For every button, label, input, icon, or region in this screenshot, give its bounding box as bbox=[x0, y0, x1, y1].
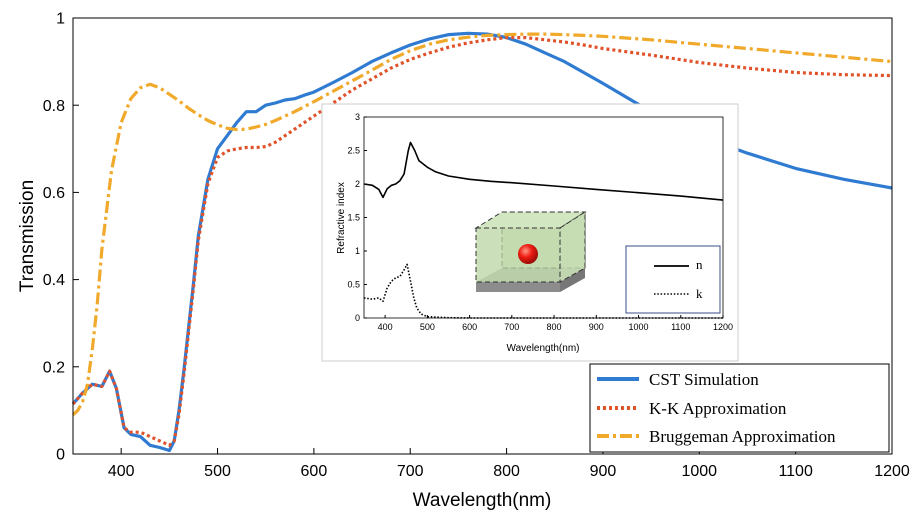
main-y-tick-label: 0.4 bbox=[43, 272, 65, 289]
inset-x-tick-label: 600 bbox=[462, 322, 477, 332]
main-legend: CST Simulation K-K Approximation Bruggem… bbox=[589, 363, 890, 453]
nanoparticle-sphere bbox=[518, 244, 538, 264]
main-y-tick-label: 1 bbox=[56, 11, 65, 28]
substrate-side bbox=[560, 268, 585, 292]
main-chart: 400 500 600 700 800 900 1000 1100 1200 0 0.2 0.4 0.6… bbox=[17, 11, 910, 511]
inset-y-tick-label: 1 bbox=[355, 246, 360, 256]
main-x-tick-label: 1000 bbox=[681, 463, 717, 480]
main-y-tick-label: 0.2 bbox=[43, 359, 65, 376]
main-x-axis-label: Wavelength(nm) bbox=[413, 490, 552, 511]
inset-x-tick-label: 700 bbox=[504, 322, 519, 332]
inset-legend-box bbox=[625, 245, 721, 314]
inset-series-n-line bbox=[363, 141, 724, 201]
inset-x-tick-label: 1000 bbox=[629, 322, 649, 332]
inset-x-tick-label: 900 bbox=[589, 322, 604, 332]
inset-series-lines bbox=[363, 141, 724, 319]
main-x-tick-label: 400 bbox=[108, 463, 135, 480]
inset-x-tick-label: 1200 bbox=[713, 322, 733, 332]
inset-legend: n k bbox=[625, 245, 721, 314]
inset-y-tick-label: 2 bbox=[355, 179, 360, 189]
inset-x-tick-label: 800 bbox=[547, 322, 562, 332]
inset-y-tick-label: 1.5 bbox=[347, 213, 360, 223]
main-y-tick-label: 0.6 bbox=[43, 185, 65, 202]
main-series-cst-simulation-line bbox=[71, 31, 893, 453]
main-y-tick-label: 0 bbox=[56, 447, 65, 464]
main-x-tick-label: 1200 bbox=[874, 463, 910, 480]
main-y-tick-label: 0.8 bbox=[43, 98, 65, 115]
legend-kk-label: K-K Approximation bbox=[649, 399, 787, 418]
inset-y-tick-label: 3 bbox=[355, 112, 360, 122]
main-legend-box bbox=[589, 363, 890, 453]
main-series-bruggeman-approximation-line bbox=[71, 32, 893, 416]
main-plot-frame bbox=[72, 17, 893, 455]
main-y-axis-label: Transmission bbox=[17, 180, 38, 292]
main-x-tick-label: 1100 bbox=[778, 463, 813, 480]
inset-legend-n-label: n bbox=[696, 257, 703, 272]
main-x-tick-label: 600 bbox=[301, 463, 328, 480]
inset-y-axis-label: Refractive index bbox=[336, 182, 347, 254]
inset-y-tick-label: 0 bbox=[355, 313, 360, 323]
inset-x-tick-label: 1100 bbox=[671, 322, 690, 332]
inset-series-k-line bbox=[363, 263, 723, 319]
inset-y-tick-label: 0.5 bbox=[347, 280, 360, 290]
main-series-lines bbox=[71, 31, 893, 453]
main-tick-labels: 400 500 600 700 800 900 1000 1100 1200 0 0.2 0.4 0.6… bbox=[43, 11, 910, 480]
legend-cst-label: CST Simulation bbox=[649, 370, 759, 389]
inset-tick-labels: 400 500 600 700 800 900 1000 1100 1200 0 0.5 1 1.5 2 2… bbox=[347, 112, 733, 332]
main-x-tick-label: 900 bbox=[590, 463, 617, 480]
inset-y-tick-label: 2.5 bbox=[347, 146, 360, 156]
inset-chart: 400 500 600 700 800 900 1000 1100 1200 0 0.5 1 1.5 2 2… bbox=[321, 103, 739, 362]
cube-front bbox=[475, 227, 561, 283]
inset-x-axis-label: Wavelength(nm) bbox=[507, 343, 580, 354]
inset-x-tick-label: 500 bbox=[420, 322, 435, 332]
inset-plot-frame bbox=[363, 116, 724, 319]
main-x-tick-label: 500 bbox=[204, 463, 231, 480]
inset-x-tick-label: 400 bbox=[378, 322, 393, 332]
main-x-tick-label: 800 bbox=[493, 463, 520, 480]
substrate-front bbox=[476, 282, 560, 292]
main-series-k-k-approximation-line bbox=[71, 35, 893, 447]
unit-cell-illustration bbox=[474, 211, 587, 292]
legend-bruggeman-label: Bruggeman Approximation bbox=[649, 427, 836, 446]
inset-legend-k-label: k bbox=[696, 286, 703, 301]
main-x-tick-label: 700 bbox=[397, 463, 424, 480]
